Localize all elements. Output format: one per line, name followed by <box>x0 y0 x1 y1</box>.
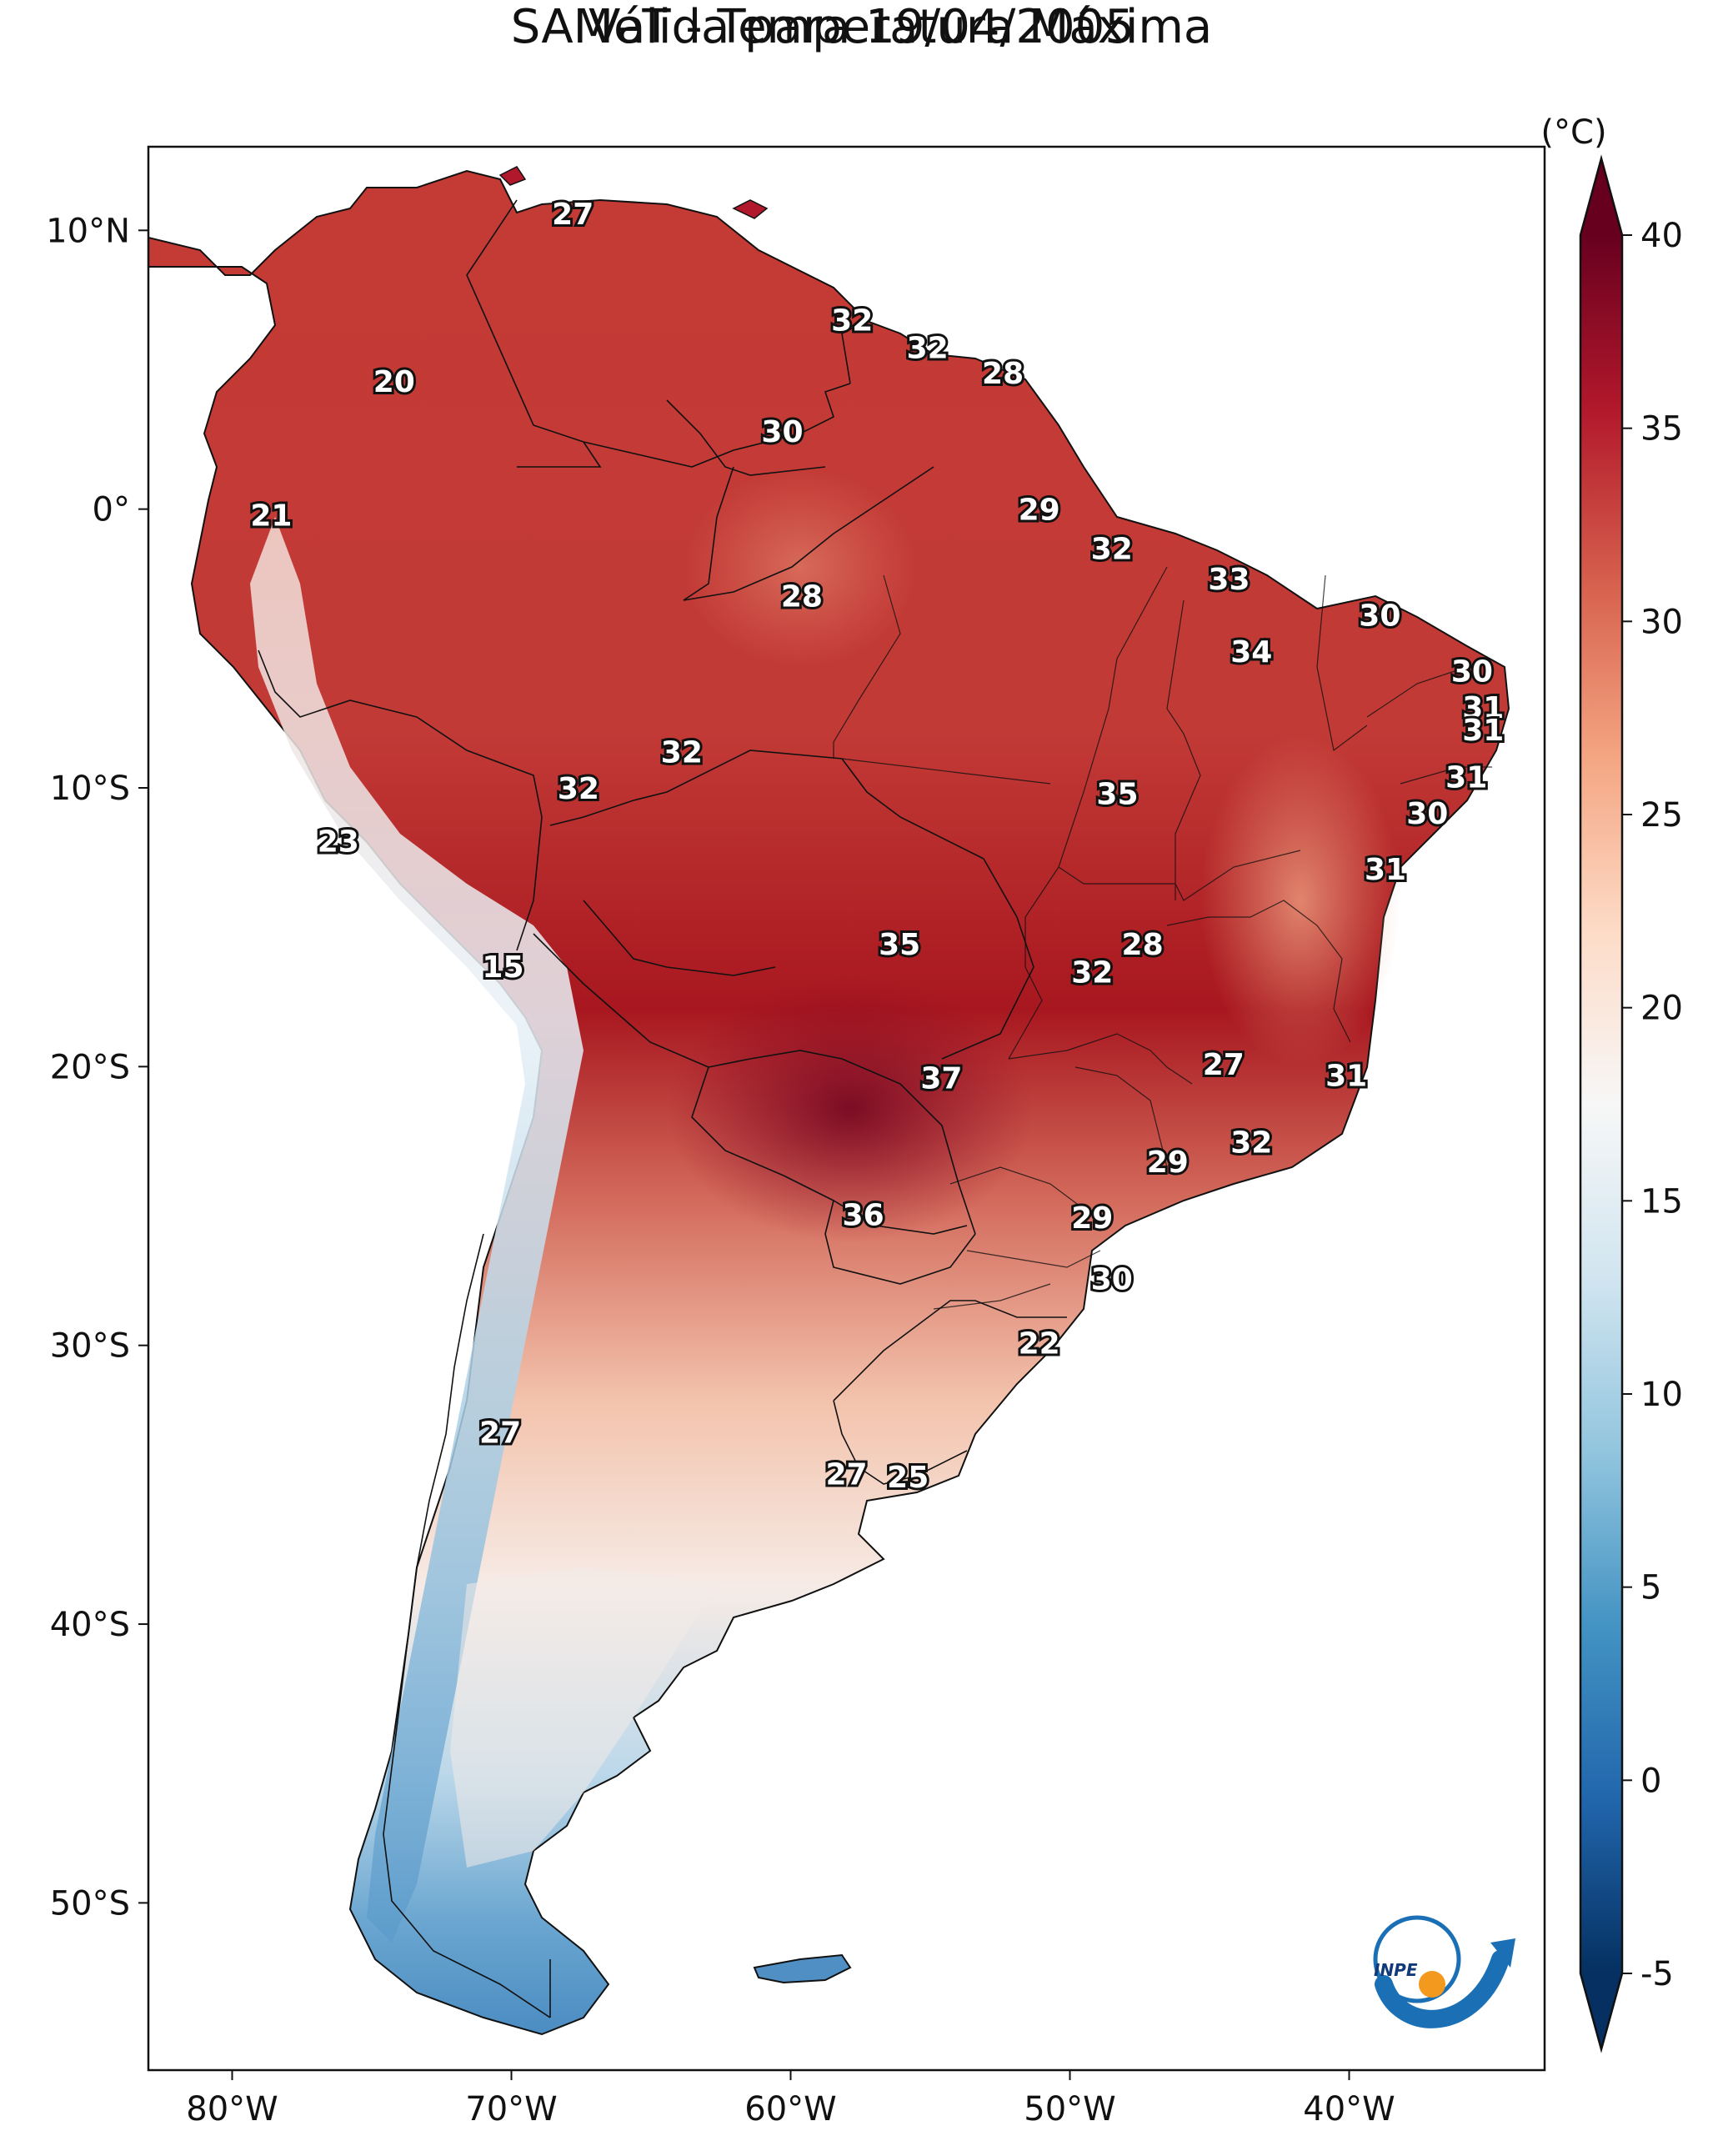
andes-band <box>250 517 584 1943</box>
city-value-label: 32 <box>661 736 703 770</box>
city-value-label: 29 <box>1147 1146 1189 1180</box>
city-value-label: 29 <box>1019 494 1060 528</box>
city-value-label: 28 <box>982 357 1024 391</box>
country-borders <box>258 199 1067 2018</box>
city-value-label: 30 <box>1091 1262 1133 1296</box>
city-value-label: 27 <box>1203 1048 1245 1082</box>
city-value-label: 37 <box>920 1062 962 1096</box>
colorbar-tick-label: -5 <box>1640 1955 1674 1993</box>
city-value-label: 30 <box>1359 599 1400 634</box>
city-value-label: 29 <box>1071 1201 1113 1236</box>
city-value-label: 28 <box>1122 928 1164 962</box>
longitude-axis: 80°W 70°W 60°W 50°W 40°W <box>186 2070 1395 2128</box>
city-value-label: 27 <box>479 1416 521 1450</box>
colorbar-tick-label: 30 <box>1640 603 1683 641</box>
patagonia-interior <box>450 1567 717 1868</box>
city-value-label: 27 <box>825 1457 867 1492</box>
falkland-islands <box>753 1953 852 1984</box>
state-borders <box>833 566 1492 1310</box>
city-value-label: 30 <box>761 415 803 449</box>
city-value-label: 30 <box>1451 655 1493 689</box>
colorbar-tick-label: 0 <box>1640 1762 1661 1800</box>
city-value-label: 32 <box>1230 1126 1272 1161</box>
lat-tick-label: 20°S <box>50 1048 130 1086</box>
colorbar: 40 35 30 25 20 15 10 5 0 -5 (°C) <box>1540 113 1683 2053</box>
city-value-label: 32 <box>831 303 873 338</box>
city-value-label: 22 <box>1019 1326 1060 1361</box>
lon-tick-label: 40°W <box>1303 2090 1395 2128</box>
latitude-axis: 10°N 0° 10°S 20°S 30°S 40°S 50°S <box>46 212 148 1923</box>
colorbar-extend-top <box>1580 158 1622 235</box>
city-value-label: 31 <box>1462 691 1504 725</box>
amazon-interior <box>684 467 917 667</box>
city-value-label: 31 <box>1325 1059 1367 1093</box>
colorbar-tick-label: 40 <box>1640 217 1683 255</box>
lat-tick-label: 10°N <box>46 212 130 250</box>
map-title-line2: Válida para 19/04/2005 <box>589 0 1134 54</box>
city-value-label: 28 <box>781 579 823 614</box>
colorbar-tick-label: 5 <box>1640 1569 1661 1607</box>
colorbar-tick-label: 35 <box>1640 410 1683 449</box>
colorbar-tick-label: 10 <box>1640 1376 1683 1414</box>
city-value-label: 32 <box>1071 956 1113 990</box>
colorbar-tick-label: 25 <box>1640 796 1683 835</box>
inpe-logo: INPE <box>1373 1915 1515 2028</box>
colorbar-extend-bottom <box>1580 1973 1622 2049</box>
city-value-label: 32 <box>907 332 949 366</box>
city-value-label: 23 <box>318 825 359 860</box>
lon-tick-label: 60°W <box>744 2090 836 2128</box>
lat-tick-label: 10°S <box>50 770 130 808</box>
lat-tick-label: 40°S <box>50 1606 130 1644</box>
city-value-label: 27 <box>552 198 594 232</box>
lon-tick-label: 50°W <box>1024 2090 1115 2128</box>
city-value-label: 15 <box>482 950 523 985</box>
lat-tick-label: 50°S <box>50 1884 130 1923</box>
city-value-label: 31 <box>1462 714 1504 748</box>
city-value-label: 35 <box>1096 778 1138 812</box>
colorbar-tick-label: 15 <box>1640 1182 1683 1221</box>
plot-border <box>147 145 1546 2072</box>
colorbar-tick-label: 20 <box>1640 990 1683 1028</box>
map-title-line1: SAMeT - Temperatura Máxima <box>510 0 1213 54</box>
lon-tick-label: 70°W <box>465 2090 557 2128</box>
lon-tick-label: 80°W <box>186 2090 278 2128</box>
northeast-interior <box>1200 734 1400 1067</box>
city-value-label: 32 <box>558 772 599 806</box>
city-value-label: 33 <box>1208 563 1250 597</box>
city-value-label: 31 <box>1445 761 1487 795</box>
hot-core <box>667 975 1034 1242</box>
colorbar-unit-label: (°C) <box>1540 113 1606 152</box>
city-value-label: 32 <box>1091 532 1133 566</box>
lat-tick-label: 0° <box>93 491 130 529</box>
city-value-label: 31 <box>1365 853 1406 887</box>
lat-tick-label: 30°S <box>50 1327 130 1366</box>
colorbar-body <box>1580 235 1622 1973</box>
city-value-label: 25 <box>887 1461 929 1495</box>
city-value-label: 34 <box>1230 635 1272 669</box>
city-value-label: 30 <box>1406 797 1448 831</box>
city-value-label: 20 <box>373 365 415 399</box>
map-layer <box>148 166 1510 2036</box>
inpe-logo-text: INPE <box>1374 1960 1418 1980</box>
city-value-label: 36 <box>843 1199 884 1233</box>
city-value-label: 21 <box>250 499 292 533</box>
city-value-label: 35 <box>879 928 920 962</box>
colorbar-ticks: 40 35 30 25 20 15 10 5 0 -5 <box>1622 217 1683 1993</box>
caribbean-islands <box>498 166 769 219</box>
